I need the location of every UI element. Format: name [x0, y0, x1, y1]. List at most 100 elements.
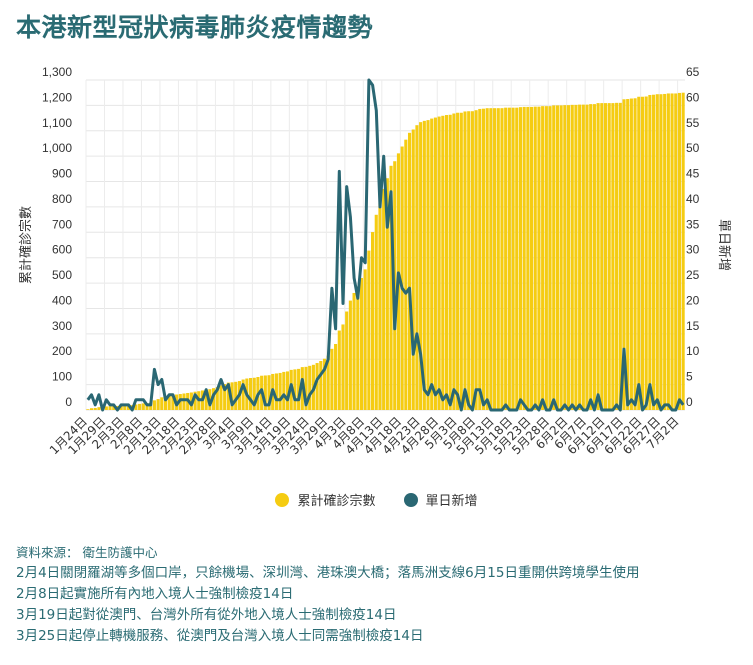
bar-cumulative [382, 188, 386, 410]
bar-cumulative [108, 406, 112, 410]
bar-cumulative [404, 139, 408, 410]
bar-cumulative [596, 103, 600, 410]
y-tick-right: 55 [686, 116, 700, 130]
bar-cumulative [230, 382, 234, 410]
note-line: 3月25日起停止轉機服務、從澳門及台灣入境人士同需強制檢疫14日 [16, 628, 424, 644]
y-tick-right: 50 [686, 141, 700, 155]
bar-cumulative [123, 405, 127, 410]
bar-cumulative [389, 165, 393, 410]
bar-cumulative [97, 407, 101, 410]
bar-cumulative [138, 403, 142, 410]
bar-cumulative [548, 106, 552, 410]
legend-item-daily[interactable]: 單日新增 [403, 490, 478, 509]
bar-cumulative [640, 96, 645, 410]
bar-cumulative [415, 125, 419, 410]
bar-cumulative [652, 94, 656, 410]
bar-cumulative [666, 93, 670, 410]
bar-cumulative [134, 404, 138, 410]
bar-cumulative [219, 385, 223, 410]
bar-cumulative [515, 107, 519, 410]
legend-label-cumulative: 累計確診宗數 [297, 494, 376, 509]
y-tick-right: 5 [686, 370, 693, 384]
bar-cumulative [89, 408, 94, 410]
bar-cumulative [670, 93, 674, 410]
bar-cumulative [426, 120, 430, 410]
bar-cumulative [541, 106, 545, 410]
legend-item-cumulative[interactable]: 累計確診宗數 [275, 490, 376, 509]
bar-cumulative [474, 110, 478, 410]
y-tick-right: 35 [686, 217, 700, 231]
bar-cumulative [629, 98, 633, 411]
bar-cumulative [282, 371, 286, 410]
bar-cumulative [574, 104, 578, 410]
legend-swatch-cumulative [275, 492, 290, 507]
bar-cumulative [655, 94, 659, 410]
bar-cumulative [459, 112, 463, 410]
bar-cumulative [504, 107, 508, 410]
y-tick-left: 600 [52, 243, 72, 257]
bar-cumulative [126, 405, 131, 410]
bar-cumulative [637, 96, 641, 410]
bar-cumulative [578, 104, 582, 410]
bar-cumulative [223, 384, 227, 410]
bar-cumulative [496, 108, 500, 410]
bar-cumulative [411, 129, 415, 410]
bar-cumulative [163, 396, 168, 410]
bar-cumulative [603, 103, 608, 410]
bar-cumulative [241, 379, 245, 410]
bar-cumulative [263, 375, 267, 410]
bar-cumulative [511, 107, 515, 410]
bar-cumulative [104, 406, 108, 410]
bar-cumulative [378, 203, 382, 410]
y-tick-right: 0 [686, 395, 693, 409]
bar-cumulative [322, 358, 327, 410]
bar-cumulative [145, 403, 149, 410]
bar-cumulative [86, 409, 90, 410]
bar-cumulative [422, 120, 426, 410]
y-tick-left: 400 [52, 293, 72, 307]
bar-cumulative [171, 395, 175, 410]
bar-cumulative [589, 104, 593, 410]
bar-cumulative [659, 94, 663, 410]
bar-cumulative [507, 107, 511, 410]
y-axis-title-left: 累計確診宗數 [18, 206, 34, 284]
bar-cumulative [467, 111, 471, 410]
combo-chart: 01002003004005006007008009001,0001,1001,… [18, 65, 732, 457]
y-tick-left: 0 [65, 395, 72, 409]
bar-cumulative [563, 105, 567, 410]
bar-cumulative [285, 371, 290, 410]
bar-cumulative [518, 107, 523, 411]
bar-cumulative [544, 106, 548, 410]
bar-cumulative [352, 292, 356, 410]
bar-cumulative [93, 407, 97, 410]
y-tick-left: 700 [52, 217, 72, 231]
bar-cumulative [600, 103, 604, 410]
bars-cumulative [86, 92, 685, 411]
bar-cumulative [182, 393, 186, 410]
bar-cumulative [141, 403, 145, 410]
y-tick-right: 60 [686, 90, 700, 104]
bar-cumulative [444, 115, 449, 411]
bar-cumulative [626, 99, 630, 411]
bar-cumulative [337, 330, 341, 410]
bar-cumulative [319, 361, 323, 410]
bar-cumulative [430, 118, 434, 411]
bar-cumulative [555, 105, 559, 410]
bar-cumulative [485, 108, 489, 410]
y-tick-left: 1,000 [42, 141, 72, 155]
y-tick-left: 1,200 [42, 90, 72, 104]
bar-cumulative [374, 214, 378, 410]
y-tick-right: 30 [686, 243, 700, 257]
y-tick-left: 500 [52, 268, 72, 282]
bar-cumulative [581, 104, 585, 410]
bar-cumulative [385, 178, 389, 410]
bar-cumulative [304, 366, 308, 410]
bar-cumulative [566, 105, 571, 410]
legend: 累計確診宗數 單日新增 [0, 490, 753, 509]
bar-cumulative [248, 378, 253, 410]
bar-cumulative [452, 113, 456, 410]
source-note: 資料來源： 衛生防護中心 [16, 545, 158, 560]
y-tick-right: 40 [686, 192, 700, 206]
bar-cumulative [585, 104, 589, 410]
y-tick-right: 10 [686, 344, 700, 358]
